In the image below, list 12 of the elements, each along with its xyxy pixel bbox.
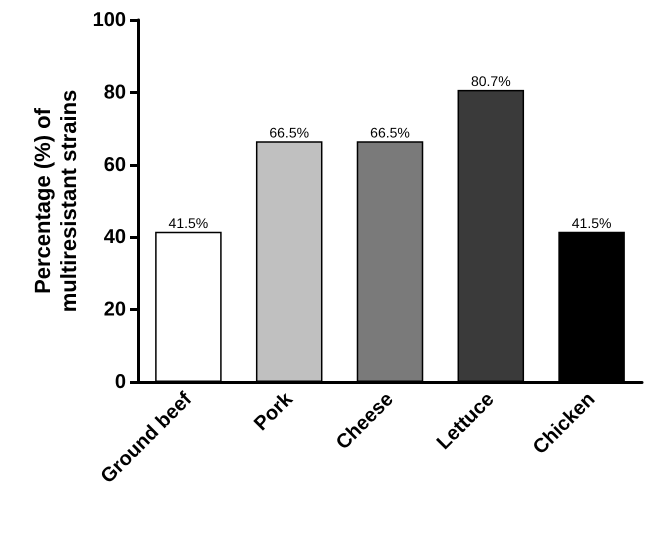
y-tick-label: 40 [104, 226, 126, 248]
y-tick-label: 0 [114, 371, 126, 393]
data-label: 66.5% [370, 124, 410, 140]
data-label: 41.5% [572, 214, 612, 231]
data-label: 80.7% [470, 72, 511, 89]
y-axis-title: Percentage (%) of multiresistant strains [30, 90, 82, 312]
y-tick-label: 100 [92, 9, 126, 31]
y-tick-label: 80 [104, 81, 126, 104]
y-tick-label: 60 [104, 154, 126, 176]
y-tick-label: 20 [104, 298, 126, 321]
data-label: 66.5% [269, 124, 310, 140]
data-label: 41.5% [168, 214, 208, 231]
